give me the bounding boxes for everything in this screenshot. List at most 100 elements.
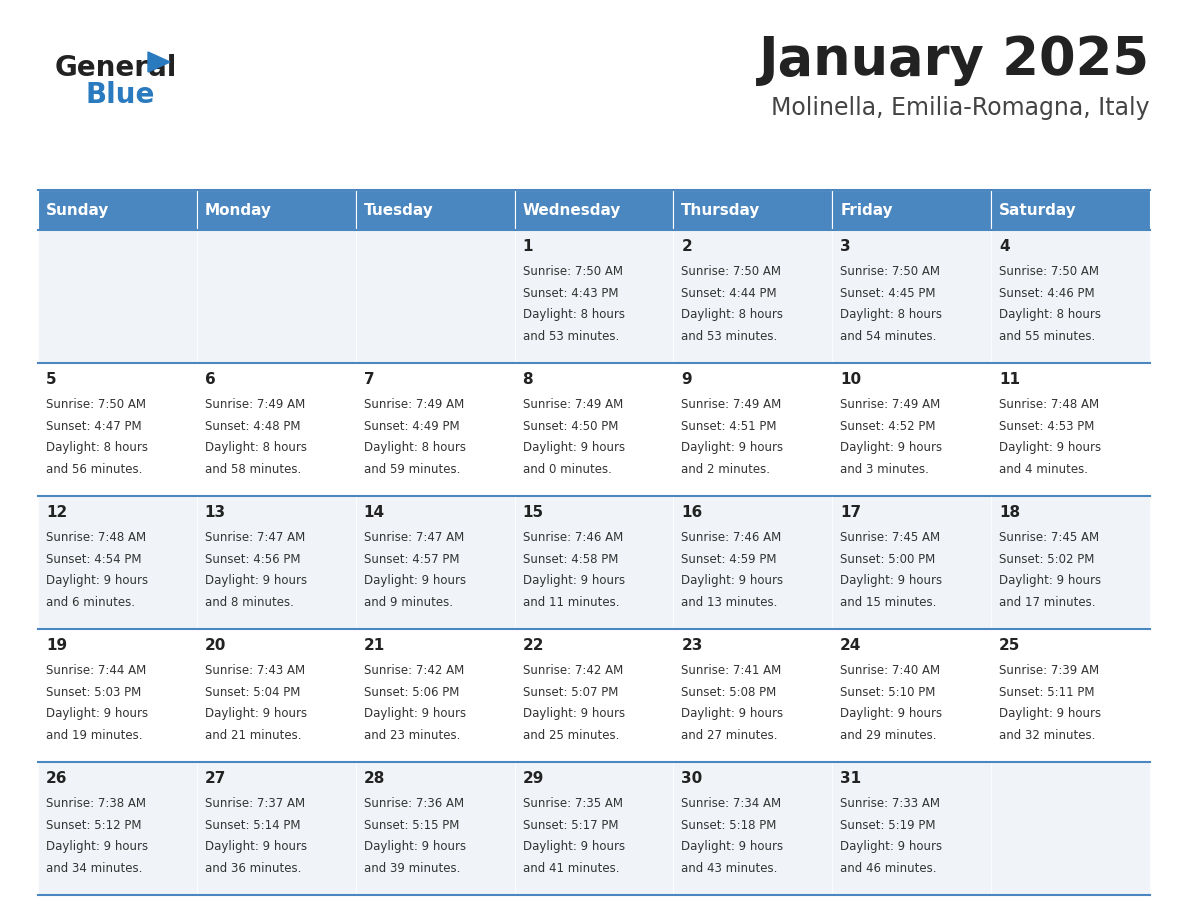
Bar [514, 762, 674, 895]
Bar [674, 629, 833, 762]
Text: 27: 27 [204, 770, 226, 786]
Text: and 4 minutes.: and 4 minutes. [999, 464, 1088, 476]
Text: Sunset: 4:53 PM: Sunset: 4:53 PM [999, 420, 1094, 432]
Bar [197, 230, 355, 363]
Text: Daylight: 8 hours: Daylight: 8 hours [46, 442, 148, 454]
Bar [197, 629, 355, 762]
Text: Sunset: 4:59 PM: Sunset: 4:59 PM [682, 553, 777, 565]
Text: Sunset: 5:08 PM: Sunset: 5:08 PM [682, 686, 777, 699]
Bar [197, 496, 355, 629]
Text: and 39 minutes.: and 39 minutes. [364, 862, 460, 876]
Text: Sunset: 4:49 PM: Sunset: 4:49 PM [364, 420, 460, 432]
Text: and 9 minutes.: and 9 minutes. [364, 597, 453, 610]
Text: 3: 3 [840, 239, 851, 253]
Text: and 15 minutes.: and 15 minutes. [840, 597, 936, 610]
Bar [38, 190, 197, 230]
Text: and 54 minutes.: and 54 minutes. [840, 330, 936, 343]
Text: 20: 20 [204, 638, 226, 653]
Text: 9: 9 [682, 372, 691, 386]
Text: Sunrise: 7:42 AM: Sunrise: 7:42 AM [364, 664, 463, 677]
Text: Daylight: 9 hours: Daylight: 9 hours [364, 841, 466, 854]
Text: Daylight: 9 hours: Daylight: 9 hours [204, 841, 307, 854]
Text: and 29 minutes.: and 29 minutes. [840, 730, 936, 743]
Text: Sunset: 5:19 PM: Sunset: 5:19 PM [840, 819, 936, 832]
Text: Sunset: 4:48 PM: Sunset: 4:48 PM [204, 420, 301, 432]
Bar [514, 363, 674, 496]
Text: Daylight: 9 hours: Daylight: 9 hours [46, 575, 148, 588]
Bar [355, 230, 514, 363]
Text: 6: 6 [204, 372, 215, 386]
Text: 15: 15 [523, 505, 544, 520]
Text: and 3 minutes.: and 3 minutes. [840, 464, 929, 476]
Text: Sunset: 4:56 PM: Sunset: 4:56 PM [204, 553, 301, 565]
Text: Sunset: 4:44 PM: Sunset: 4:44 PM [682, 286, 777, 299]
Text: Sunset: 4:50 PM: Sunset: 4:50 PM [523, 420, 618, 432]
Text: Sunrise: 7:49 AM: Sunrise: 7:49 AM [204, 397, 305, 410]
Text: Sunrise: 7:35 AM: Sunrise: 7:35 AM [523, 797, 623, 810]
Text: Sunrise: 7:43 AM: Sunrise: 7:43 AM [204, 664, 305, 677]
Text: Thursday: Thursday [682, 203, 760, 218]
Bar [674, 190, 833, 230]
Bar [355, 762, 514, 895]
Text: Sunrise: 7:42 AM: Sunrise: 7:42 AM [523, 664, 623, 677]
Text: 26: 26 [46, 770, 68, 786]
Bar [197, 190, 355, 230]
Text: Daylight: 8 hours: Daylight: 8 hours [204, 442, 307, 454]
Text: 7: 7 [364, 372, 374, 386]
Text: Sunrise: 7:34 AM: Sunrise: 7:34 AM [682, 797, 782, 810]
Bar [355, 190, 514, 230]
Text: 14: 14 [364, 505, 385, 520]
Text: 13: 13 [204, 505, 226, 520]
Text: Sunrise: 7:46 AM: Sunrise: 7:46 AM [523, 531, 623, 543]
Text: Sunrise: 7:41 AM: Sunrise: 7:41 AM [682, 664, 782, 677]
Text: Sunset: 5:04 PM: Sunset: 5:04 PM [204, 686, 301, 699]
Text: Sunset: 5:10 PM: Sunset: 5:10 PM [840, 686, 936, 699]
Text: Saturday: Saturday [999, 203, 1076, 218]
Bar [833, 629, 991, 762]
Text: 8: 8 [523, 372, 533, 386]
Text: Sunrise: 7:45 AM: Sunrise: 7:45 AM [999, 531, 1099, 543]
Text: 29: 29 [523, 770, 544, 786]
Text: and 13 minutes.: and 13 minutes. [682, 597, 778, 610]
Text: Daylight: 9 hours: Daylight: 9 hours [840, 442, 942, 454]
Bar [38, 230, 197, 363]
Text: Sunrise: 7:47 AM: Sunrise: 7:47 AM [364, 531, 463, 543]
Text: 31: 31 [840, 770, 861, 786]
Text: Sunrise: 7:48 AM: Sunrise: 7:48 AM [46, 531, 146, 543]
Text: and 2 minutes.: and 2 minutes. [682, 464, 770, 476]
Text: 25: 25 [999, 638, 1020, 653]
Bar [991, 496, 1150, 629]
Text: Friday: Friday [840, 203, 893, 218]
Text: Daylight: 9 hours: Daylight: 9 hours [999, 708, 1101, 721]
Text: Sunset: 5:17 PM: Sunset: 5:17 PM [523, 819, 618, 832]
Text: Sunset: 5:00 PM: Sunset: 5:00 PM [840, 553, 935, 565]
Text: 24: 24 [840, 638, 861, 653]
Text: Sunrise: 7:50 AM: Sunrise: 7:50 AM [523, 264, 623, 277]
Text: Sunset: 4:47 PM: Sunset: 4:47 PM [46, 420, 141, 432]
Text: and 36 minutes.: and 36 minutes. [204, 862, 302, 876]
Text: Sunrise: 7:49 AM: Sunrise: 7:49 AM [364, 397, 463, 410]
Bar [38, 363, 197, 496]
Text: Sunrise: 7:46 AM: Sunrise: 7:46 AM [682, 531, 782, 543]
Bar [197, 762, 355, 895]
Text: and 19 minutes.: and 19 minutes. [46, 730, 143, 743]
Text: 28: 28 [364, 770, 385, 786]
Text: Daylight: 8 hours: Daylight: 8 hours [682, 308, 783, 321]
Text: Sunset: 5:18 PM: Sunset: 5:18 PM [682, 819, 777, 832]
Text: and 59 minutes.: and 59 minutes. [364, 464, 460, 476]
Text: Sunset: 5:14 PM: Sunset: 5:14 PM [204, 819, 301, 832]
Bar [991, 762, 1150, 895]
Text: 19: 19 [46, 638, 67, 653]
Text: Daylight: 9 hours: Daylight: 9 hours [364, 575, 466, 588]
Bar [514, 230, 674, 363]
Text: Sunrise: 7:50 AM: Sunrise: 7:50 AM [46, 397, 146, 410]
Text: and 17 minutes.: and 17 minutes. [999, 597, 1095, 610]
Bar [514, 190, 674, 230]
Text: Molinella, Emilia-Romagna, Italy: Molinella, Emilia-Romagna, Italy [771, 96, 1150, 120]
Text: January 2025: January 2025 [759, 34, 1150, 86]
Bar [833, 230, 991, 363]
Text: 2: 2 [682, 239, 693, 253]
Text: 16: 16 [682, 505, 702, 520]
Bar [833, 363, 991, 496]
Text: Daylight: 9 hours: Daylight: 9 hours [364, 708, 466, 721]
